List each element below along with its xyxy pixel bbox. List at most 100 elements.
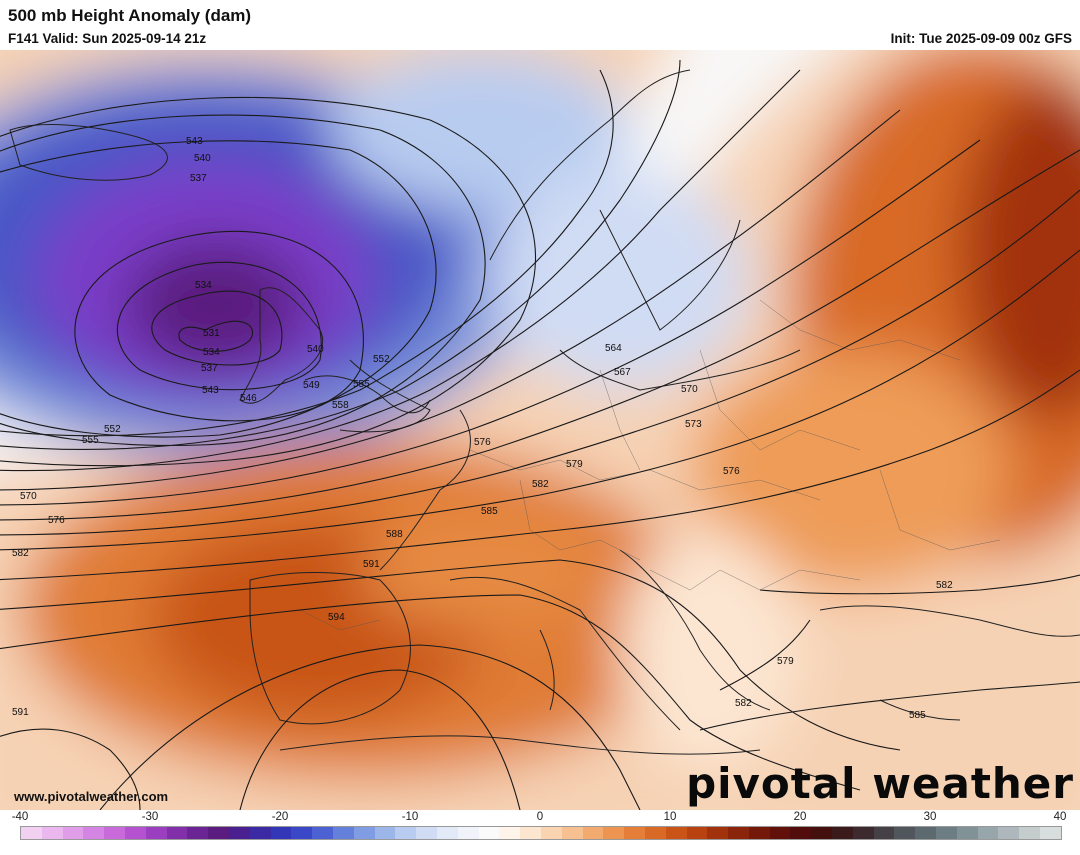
contour-label: 582 — [532, 479, 549, 490]
colorbar-cell — [166, 827, 188, 839]
contour-label: 594 — [328, 612, 345, 623]
colorbar-cell — [499, 827, 521, 839]
contour-label: 570 — [20, 491, 37, 502]
contour-label: 537 — [201, 363, 218, 374]
colorbar-cell — [769, 827, 791, 839]
contour-label: 591 — [12, 707, 29, 718]
contour-label: 585 — [909, 710, 926, 721]
colorbar-cell — [894, 827, 916, 839]
colorbar-strip — [20, 826, 1062, 840]
colorbar-cell — [62, 827, 84, 839]
colorbar-cell — [291, 827, 313, 839]
colorbar: -40 -30 -20 -10 0 10 20 30 40 — [0, 810, 1080, 855]
colorbar-cell — [1019, 827, 1041, 839]
contour-label: 576 — [474, 437, 491, 448]
colorbar-cell — [436, 827, 458, 839]
colorbar-tick-label: 40 — [1053, 811, 1067, 823]
colorbar-cell — [124, 827, 146, 839]
colorbar-cell — [707, 827, 729, 839]
colorbar-cell — [915, 827, 937, 839]
colorbar-cell — [312, 827, 333, 839]
colorbar-cell — [603, 827, 625, 839]
contour-label: 582 — [12, 548, 29, 559]
contour-label: 579 — [777, 656, 794, 667]
colorbar-cell — [21, 827, 42, 839]
colorbar-cell — [208, 827, 229, 839]
colorbar-cell — [353, 827, 375, 839]
colorbar-cell — [1040, 827, 1061, 839]
colorbar-tick-label: 10 — [663, 811, 677, 823]
website-url[interactable]: www.pivotalweather.com — [14, 789, 169, 804]
colorbar-cell — [457, 827, 479, 839]
contour-label: 570 — [681, 384, 698, 395]
contour-label: 567 — [614, 367, 631, 378]
colorbar-cell — [956, 827, 978, 839]
colorbar-tick-label: -30 — [141, 811, 159, 823]
colorbar-cell — [374, 827, 396, 839]
contour-label: 534 — [195, 280, 212, 291]
contour-label: 543 — [186, 136, 203, 147]
colorbar-cell — [249, 827, 271, 839]
contour-label: 531 — [203, 328, 220, 339]
contour-label: 573 — [685, 419, 702, 430]
colorbar-cell — [852, 827, 874, 839]
colorbar-cell — [748, 827, 770, 839]
height-anomaly-map: 543 540 537 534 531 534 537 543 546 549 … — [0, 50, 1080, 810]
colorbar-cell — [582, 827, 604, 839]
colorbar-cell — [540, 827, 562, 839]
colorbar-cell — [936, 827, 957, 839]
colorbar-cell — [644, 827, 666, 839]
colorbar-cell — [416, 827, 437, 839]
colorbar-tick-label: -20 — [271, 811, 289, 823]
contour-label: 555 — [353, 379, 370, 390]
contour-label: 552 — [373, 354, 390, 365]
colorbar-cell — [83, 827, 105, 839]
colorbar-cell — [665, 827, 687, 839]
brand-logo: pivotal weather — [686, 759, 1074, 808]
map-title: 500 mb Height Anomaly (dam) — [8, 6, 252, 25]
colorbar-cell — [478, 827, 500, 839]
colorbar-tick-label: 30 — [923, 811, 937, 823]
contour-label: 549 — [303, 380, 320, 391]
contour-label: 537 — [190, 173, 207, 184]
colorbar-cell — [728, 827, 749, 839]
colorbar-cell — [561, 827, 583, 839]
contour-label: 585 — [481, 506, 498, 517]
colorbar-cell — [41, 827, 63, 839]
colorbar-cell — [790, 827, 812, 839]
colorbar-cell — [270, 827, 292, 839]
contour-label: 588 — [386, 529, 403, 540]
contour-label: 555 — [82, 435, 99, 446]
colorbar-cell — [520, 827, 541, 839]
contour-label: 591 — [363, 559, 380, 570]
contour-labels: 543 540 537 534 531 534 537 543 546 549 … — [12, 136, 953, 721]
colorbar-cell — [998, 827, 1020, 839]
colorbar-cell — [187, 827, 209, 839]
colorbar-cell — [873, 827, 895, 839]
colorbar-cell — [332, 827, 354, 839]
colorbar-cell — [686, 827, 708, 839]
contour-label: 576 — [48, 515, 65, 526]
contour-label: 552 — [104, 424, 121, 435]
coastlines — [9, 69, 1080, 755]
contour-label: 579 — [566, 459, 583, 470]
height-contours — [0, 59, 1080, 810]
colorbar-tick-label: -40 — [11, 811, 29, 823]
contour-label: 582 — [936, 580, 953, 591]
map-canvas: 543 540 537 534 531 534 537 543 546 549 … — [0, 50, 1080, 810]
colorbar-cell — [977, 827, 999, 839]
contour-label: 564 — [605, 343, 622, 354]
colorbar-tick-label: 0 — [536, 811, 544, 823]
colorbar-cell — [395, 827, 417, 839]
colorbar-tick-label: 20 — [793, 811, 807, 823]
contour-label: 534 — [203, 347, 220, 358]
colorbar-cell — [104, 827, 125, 839]
valid-time: F141 Valid: Sun 2025-09-14 21z — [8, 31, 207, 46]
contour-label: 540 — [307, 344, 324, 355]
colorbar-cell — [832, 827, 853, 839]
anomaly-field — [0, 50, 1080, 810]
colorbar-cell — [228, 827, 250, 839]
contour-label: 576 — [723, 466, 740, 477]
contour-label: 582 — [735, 698, 752, 709]
map-header: 500 mb Height Anomaly (dam) F141 Valid: … — [0, 0, 1080, 50]
